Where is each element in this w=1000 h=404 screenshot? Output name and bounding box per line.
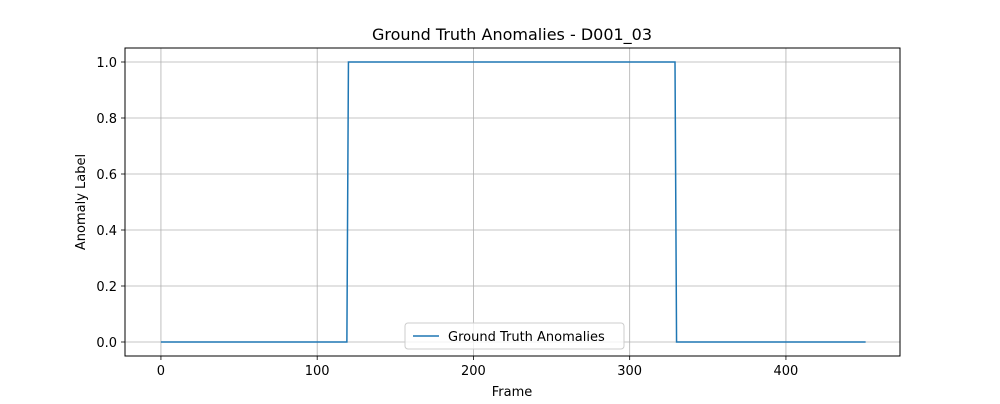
x-tick-label: 400 [774,364,799,379]
y-tick-label: 0.4 [96,224,117,239]
x-tick-label: 300 [617,364,642,379]
x-tick-label: 0 [157,364,165,379]
x-tick-label: 100 [305,364,330,379]
chart-title: Ground Truth Anomalies - D001_03 [372,25,652,45]
grid [125,48,900,356]
legend: Ground Truth Anomalies [404,322,625,350]
axis-ticks: 0 100 200 300 400 0.0 0.2 0.4 0.6 0.8 1.0 [96,56,798,379]
y-axis-label: Anomaly Label [74,154,89,250]
y-tick-label: 1.0 [96,56,117,71]
y-tick-label: 0.2 [96,280,117,295]
series-line [160,61,866,343]
y-tick-label: 0.6 [96,168,117,183]
legend-box [404,322,625,350]
legend-entry-label: Ground Truth Anomalies [448,330,605,345]
plot-series [160,61,866,343]
plot-area-frame [124,47,901,357]
x-tick-label: 200 [461,364,486,379]
x-axis-label: Frame [492,385,533,400]
y-tick-label: 0.8 [96,112,117,127]
y-tick-label: 0.0 [96,336,117,351]
